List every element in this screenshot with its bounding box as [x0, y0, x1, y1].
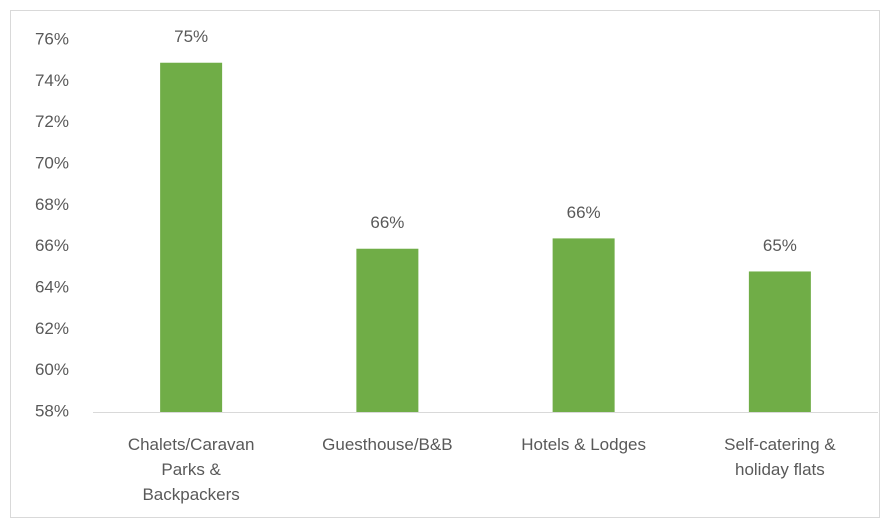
bar [160, 62, 223, 412]
y-tick-label: 66% [35, 236, 69, 255]
data-label: 75% [174, 27, 208, 46]
y-tick-label: 60% [35, 360, 69, 379]
chart-border [10, 10, 880, 518]
y-tick-label: 70% [35, 153, 69, 172]
y-tick-label: 62% [35, 319, 69, 338]
x-tick-label: Chalets/Caravan Parks & Backpackers [127, 435, 255, 504]
y-tick-label: 64% [35, 277, 69, 296]
data-label: 65% [763, 236, 797, 255]
y-tick-label: 76% [35, 29, 69, 48]
y-tick-label: 72% [35, 112, 69, 131]
x-tick-label: Guesthouse/B&B [322, 435, 453, 454]
bar [552, 238, 615, 412]
x-tick-label: Hotels & Lodges [521, 435, 646, 454]
y-tick-label: 74% [35, 71, 69, 90]
y-tick-label: 58% [35, 401, 69, 420]
data-label: 66% [370, 213, 404, 232]
bar [748, 271, 811, 412]
data-label: 66% [567, 203, 601, 222]
x-tick-label: Self-catering & holiday flats [724, 435, 836, 479]
y-tick-label: 68% [35, 195, 69, 214]
bar [356, 248, 419, 412]
